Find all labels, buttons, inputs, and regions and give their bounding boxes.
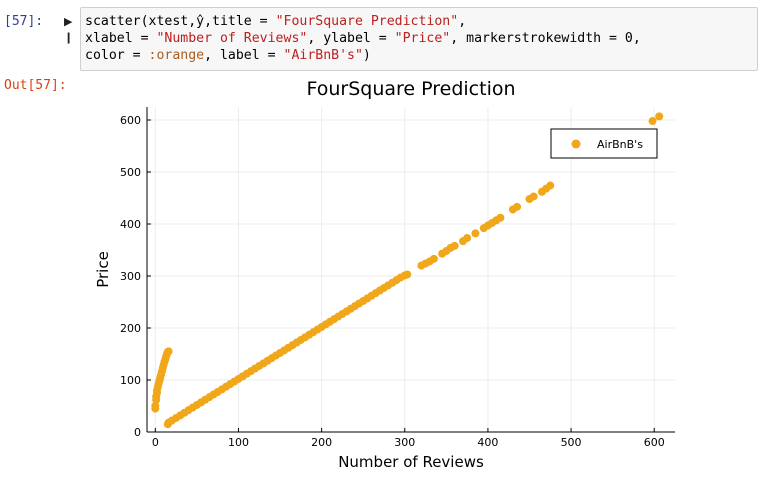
code-token: :orange bbox=[148, 48, 205, 63]
data-point bbox=[513, 202, 522, 211]
data-point bbox=[151, 402, 160, 410]
x-axis-label: Number of Reviews bbox=[338, 453, 484, 471]
code-token: , label = bbox=[204, 48, 284, 63]
x-tick-label: 300 bbox=[394, 436, 415, 449]
data-point bbox=[164, 347, 173, 356]
data-point bbox=[546, 181, 555, 190]
y-tick-label: 0 bbox=[134, 426, 141, 439]
code-token: xlabel = bbox=[85, 31, 157, 46]
data-point bbox=[471, 229, 480, 238]
code-line: xlabel = "Number of Reviews", ylabel = "… bbox=[85, 30, 753, 47]
code-token: "AirBnB's" bbox=[283, 48, 363, 63]
legend-box bbox=[550, 128, 658, 159]
y-axis-label: Price bbox=[94, 251, 112, 288]
data-point bbox=[429, 254, 438, 263]
y-tick-label: 100 bbox=[120, 374, 141, 387]
x-tick-label: 100 bbox=[228, 436, 249, 449]
run-cell-icon[interactable]: ▶​❙ bbox=[64, 15, 74, 44]
data-point bbox=[529, 192, 538, 201]
code-token: "Price" bbox=[394, 31, 451, 46]
input-prompt: [57]: bbox=[4, 14, 44, 29]
legend-marker bbox=[571, 139, 581, 149]
x-tick-label: 0 bbox=[152, 436, 159, 449]
code-line: scatter(xtest,ŷ,title = "FourSquare Pred… bbox=[85, 13, 753, 30]
code-token: , markerstrokewidth = 0, bbox=[450, 31, 641, 46]
data-point bbox=[648, 117, 657, 126]
code-cell-editor[interactable]: scatter(xtest,ŷ,title = "FourSquare Pred… bbox=[80, 7, 758, 71]
scatter-chart: 0 100 200 300 400 500 600 0 100 200 300 400 500 600 Fo… bbox=[94, 78, 675, 471]
y-tick-label: 400 bbox=[120, 218, 141, 231]
code-token: "FourSquare Prediction" bbox=[275, 14, 459, 29]
code-token: , bbox=[458, 14, 467, 29]
code-token: ) bbox=[362, 48, 371, 63]
chart-title: FourSquare Prediction bbox=[306, 78, 515, 100]
y-tick-label: 600 bbox=[120, 114, 141, 127]
x-tick-label: 200 bbox=[311, 436, 332, 449]
y-tick-label: 500 bbox=[120, 166, 141, 179]
y-tick-label: 200 bbox=[120, 322, 141, 335]
legend-label: AirBnB's bbox=[597, 138, 643, 151]
code-token: color = bbox=[85, 48, 149, 63]
data-point bbox=[403, 270, 412, 279]
data-point bbox=[450, 241, 459, 250]
data-point bbox=[655, 112, 664, 121]
code-token: scatter(xtest,ŷ,title = bbox=[85, 14, 276, 29]
x-tick-label: 500 bbox=[561, 436, 582, 449]
y-tick-label: 300 bbox=[120, 270, 141, 283]
code-line: color = :orange, label = "AirBnB's") bbox=[85, 47, 753, 64]
code-token: , ylabel = bbox=[307, 31, 395, 46]
data-point bbox=[496, 213, 505, 222]
code-token: "Number of Reviews" bbox=[156, 31, 308, 46]
data-point bbox=[463, 234, 472, 243]
x-tick-label: 600 bbox=[644, 436, 665, 449]
x-tick-label: 400 bbox=[477, 436, 498, 449]
output-prompt: Out[57]: bbox=[4, 78, 67, 93]
